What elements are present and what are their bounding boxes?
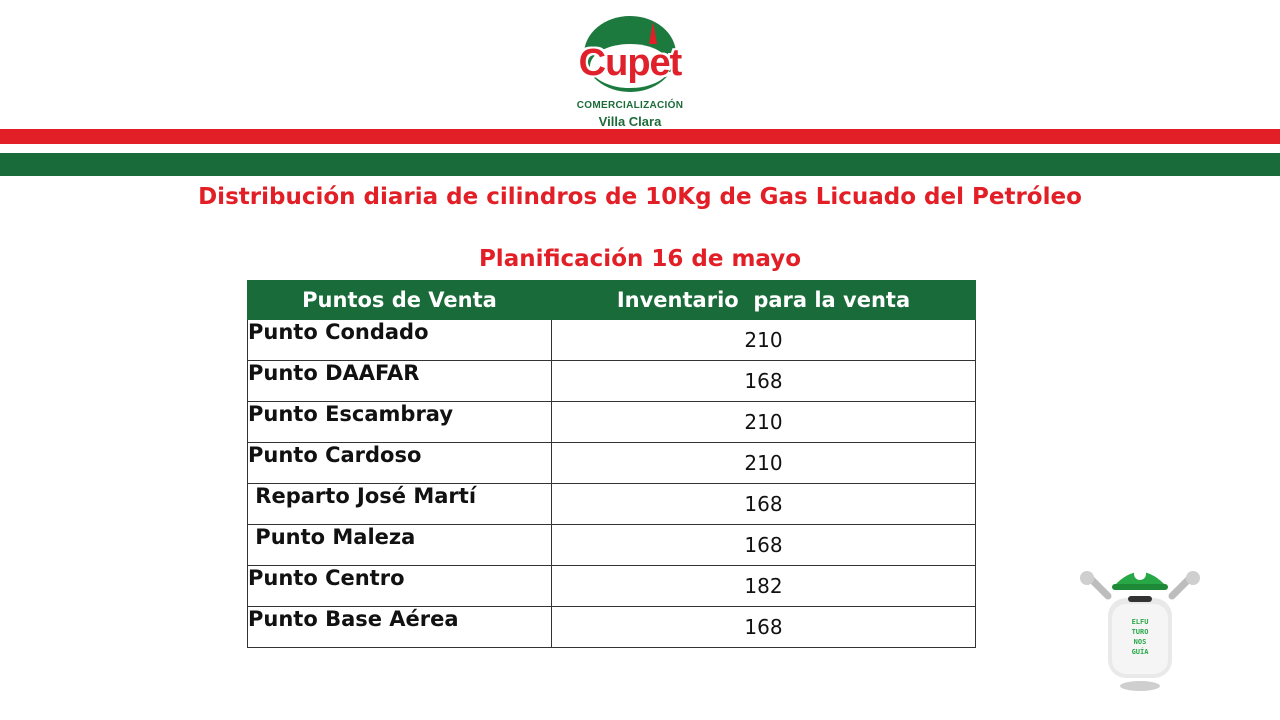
row-name: Punto Base Aérea [247, 606, 552, 648]
row-value: 168 [551, 483, 976, 525]
row-name: Punto Cardoso [247, 442, 552, 484]
row-value: 210 [551, 442, 976, 484]
gas-cylinder-mascot-icon: ELFU TURO NOS GUÍA [1080, 568, 1200, 691]
row-value: 210 [551, 319, 976, 361]
svg-text:GUÍA: GUÍA [1132, 647, 1150, 656]
row-name: Punto Escambray [247, 401, 552, 443]
header-inventario: Inventario para la venta [551, 280, 976, 320]
logo-line2: Villa Clara [598, 114, 662, 129]
cupet-logo: Cupet COMERCIALIZACIÓN Villa Clara [575, 14, 685, 132]
table-row: Reparto José Martí 168 [247, 483, 976, 525]
table-header-row: Puntos de Venta Inventario para la venta [247, 280, 976, 320]
table-row: Punto Base Aérea 168 [247, 606, 976, 648]
row-name: Punto Condado [247, 319, 552, 361]
red-stripe [0, 129, 1280, 144]
row-value: 168 [551, 606, 976, 648]
row-value: 168 [551, 360, 976, 402]
green-stripe [0, 153, 1280, 176]
svg-text:NOS: NOS [1134, 638, 1147, 646]
table-row: Punto Condado 210 [247, 319, 976, 361]
page-subtitle: Planificación 16 de mayo [478, 246, 802, 272]
white-stripe [0, 144, 1280, 153]
distribution-table: Puntos de Venta Inventario para la venta… [247, 280, 976, 648]
table-row: Punto Centro 182 [247, 565, 976, 607]
row-value: 182 [551, 565, 976, 607]
cupet-badge-icon [584, 16, 676, 92]
table-row: Punto Maleza 168 [247, 524, 976, 566]
row-name: Punto Centro [247, 565, 552, 607]
table-row: Punto Cardoso 210 [247, 442, 976, 484]
row-value: 210 [551, 401, 976, 443]
row-value: 168 [551, 524, 976, 566]
header-puntos: Puntos de Venta [247, 280, 552, 320]
logo-brand: Cupet [578, 42, 683, 84]
svg-text:TURO: TURO [1132, 628, 1149, 636]
page-title: Distribución diaria de cilindros de 10Kg… [198, 184, 1082, 210]
table-row: Punto DAAFAR 168 [247, 360, 976, 402]
svg-text:ELFU: ELFU [1132, 618, 1149, 626]
row-name: Reparto José Martí [247, 483, 552, 525]
row-name: Punto DAAFAR [247, 360, 552, 402]
row-name: Punto Maleza [247, 524, 552, 566]
table-row: Punto Escambray 210 [247, 401, 976, 443]
logo-line1: COMERCIALIZACIÓN [576, 100, 684, 111]
